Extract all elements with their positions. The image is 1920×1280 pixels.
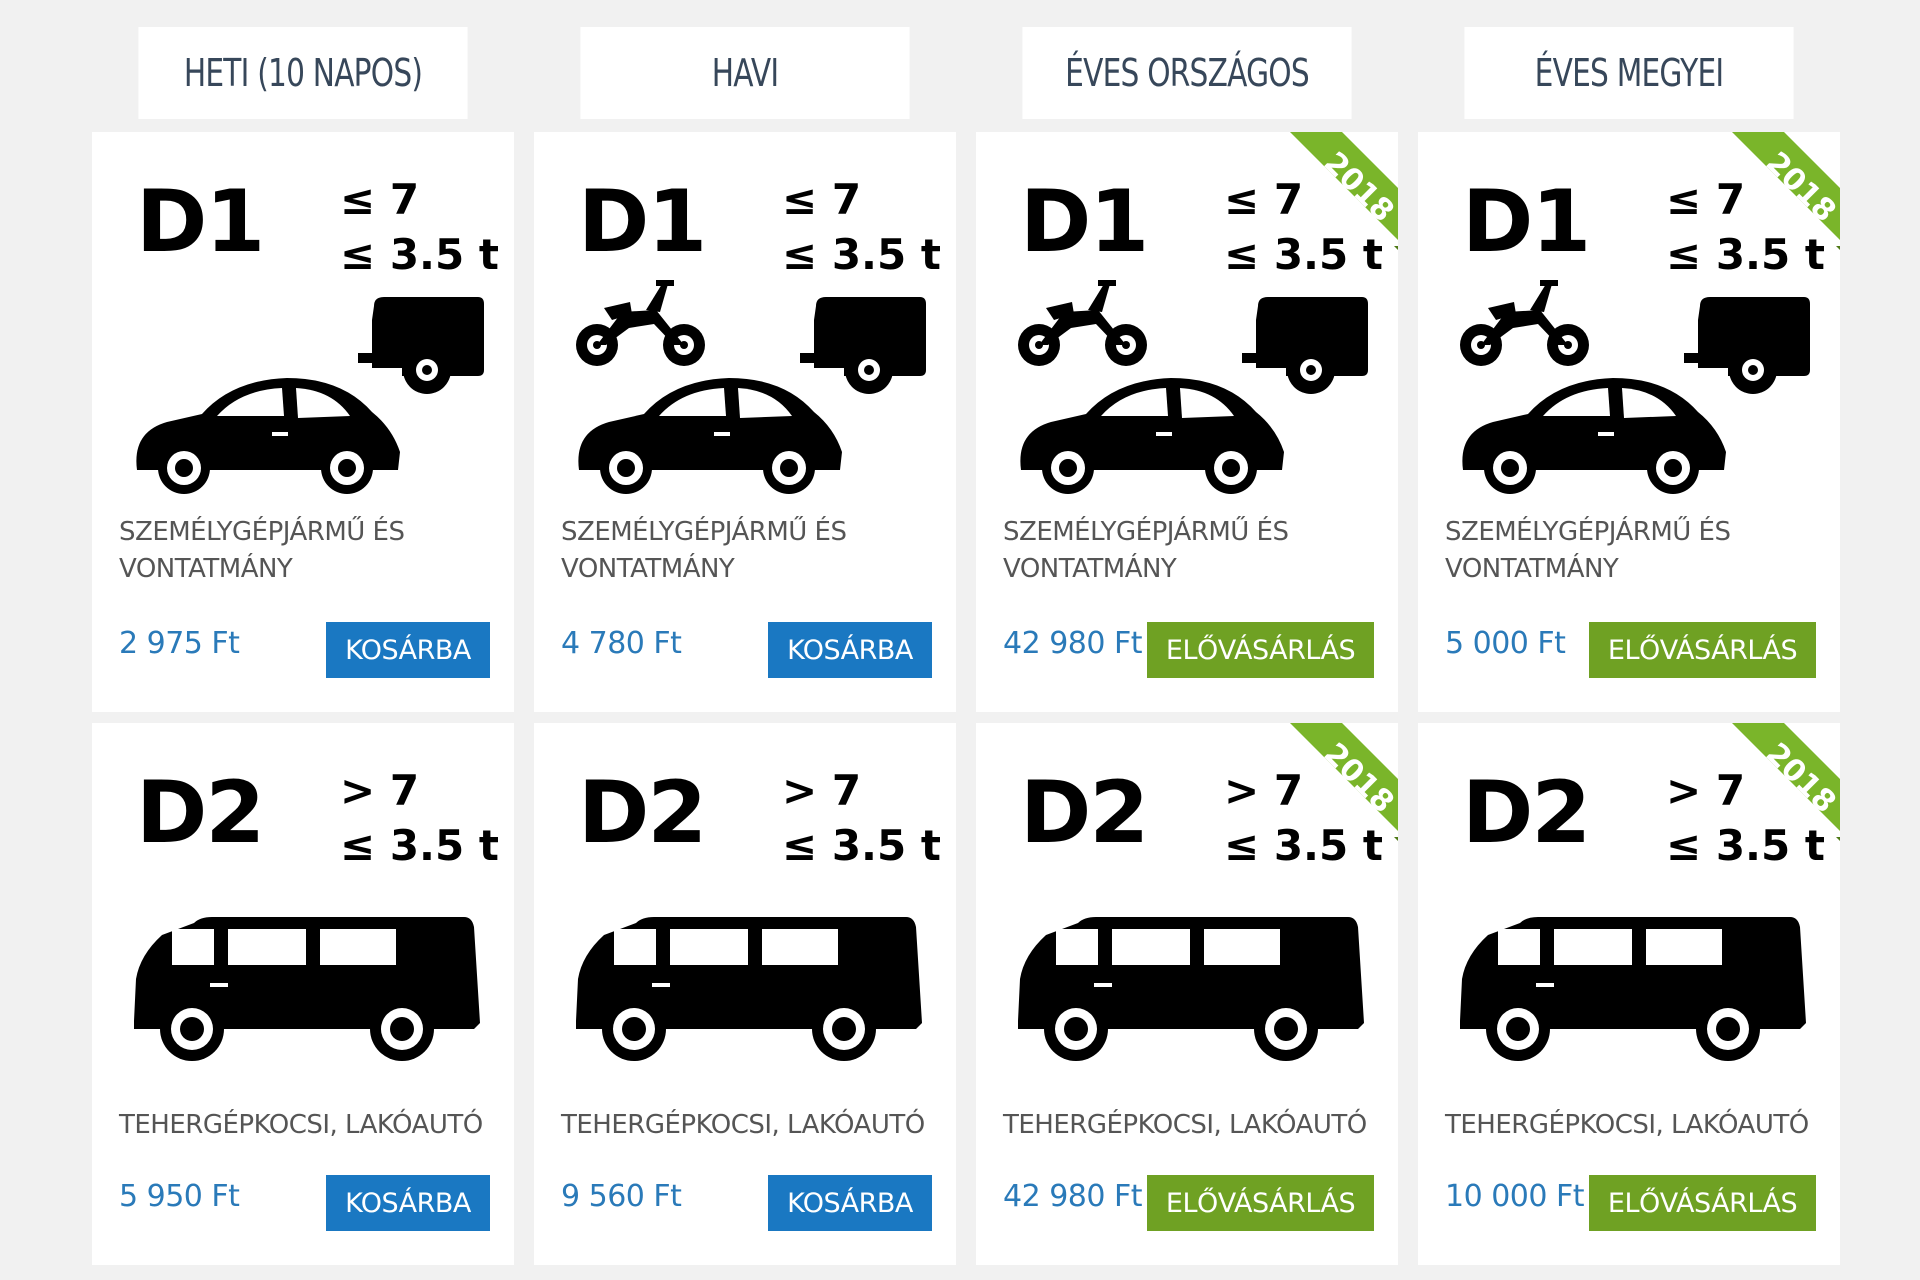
car-icon xyxy=(1462,378,1726,494)
category-code: D2 xyxy=(578,763,707,863)
column-header-weekly: HETI (10 NAPOS) xyxy=(138,27,468,119)
weight-limit: ≤ 3.5 t xyxy=(340,821,499,870)
add-to-cart-button[interactable]: KOSÁRBA xyxy=(768,622,932,678)
van-icon xyxy=(134,917,480,1061)
category-spec: ≤ 7 ≤ 3.5 t xyxy=(782,172,941,282)
add-to-cart-button[interactable]: KOSÁRBA xyxy=(768,1175,932,1231)
product-card-d1-monthly: D1 ≤ 7 ≤ 3.5 t xyxy=(534,132,956,712)
category-code: D2 xyxy=(136,763,265,863)
car-motorbike-trailer-icon xyxy=(1460,280,1810,494)
trailer-icon xyxy=(358,297,484,394)
preorder-button[interactable]: ELŐVÁSÁRLÁS xyxy=(1589,622,1816,678)
price: 4 780 Ft xyxy=(561,626,682,661)
category-spec: > 7 ≤ 3.5 t xyxy=(1224,763,1383,873)
preorder-button[interactable]: ELŐVÁSÁRLÁS xyxy=(1147,1175,1374,1231)
category-description: SZEMÉLYGÉPJÁRMŰ ÉS VONTATMÁNY xyxy=(1003,517,1289,584)
seat-limit: ≤ 7 xyxy=(1666,175,1746,224)
category-code: D2 xyxy=(1020,763,1149,863)
van-icon xyxy=(1018,917,1364,1061)
weight-limit: ≤ 3.5 t xyxy=(1666,230,1825,279)
category-spec: > 7 ≤ 3.5 t xyxy=(1666,763,1825,873)
weight-limit: ≤ 3.5 t xyxy=(340,230,499,279)
seat-limit: > 7 xyxy=(340,766,420,815)
preorder-button[interactable]: ELŐVÁSÁRLÁS xyxy=(1147,622,1374,678)
motorbike-icon xyxy=(1460,280,1589,366)
seat-limit: > 7 xyxy=(1666,766,1746,815)
product-card-d2-yearly-national: D2 > 7 ≤ 3.5 t 2018 TEHERGÉPKOCSI, LAKÓA… xyxy=(976,723,1398,1265)
car-icon xyxy=(136,378,400,494)
category-description: TEHERGÉPKOCSI, LAKÓAUTÓ xyxy=(1445,1110,1809,1140)
category-spec: ≤ 7 ≤ 3.5 t xyxy=(1666,172,1825,282)
year-ribbon: 2018 xyxy=(1732,723,1840,841)
category-code: D2 xyxy=(1462,763,1591,863)
product-card-d2-yearly-county: D2 > 7 ≤ 3.5 t 2018 TEHERGÉPKOCSI, LAKÓA… xyxy=(1418,723,1840,1265)
trailer-icon xyxy=(1684,297,1810,394)
product-card-d1-weekly: D1 ≤ 7 ≤ 3.5 t SZEMÉLYGÉPJÁRMŰ ÉS VONTAT… xyxy=(92,132,514,712)
add-to-cart-button[interactable]: KOSÁRBA xyxy=(326,622,490,678)
weight-limit: ≤ 3.5 t xyxy=(782,230,941,279)
car-trailer-icon xyxy=(136,297,484,494)
year-ribbon: 2018 xyxy=(1732,132,1840,250)
seat-limit: > 7 xyxy=(1224,766,1304,815)
category-spec: > 7 ≤ 3.5 t xyxy=(782,763,941,873)
price: 5 950 Ft xyxy=(119,1179,240,1214)
year-ribbon: 2018 xyxy=(1290,132,1398,250)
car-motorbike-trailer-icon xyxy=(1018,280,1368,494)
category-description: TEHERGÉPKOCSI, LAKÓAUTÓ xyxy=(561,1110,925,1140)
price: 9 560 Ft xyxy=(561,1179,682,1214)
product-card-d1-yearly-national: D1 ≤ 7 ≤ 3.5 t xyxy=(976,132,1398,712)
add-to-cart-button[interactable]: KOSÁRBA xyxy=(326,1175,490,1231)
motorbike-icon xyxy=(576,280,705,366)
weight-limit: ≤ 3.5 t xyxy=(1666,821,1825,870)
category-description: TEHERGÉPKOCSI, LAKÓAUTÓ xyxy=(1003,1110,1367,1140)
trailer-icon xyxy=(800,297,926,394)
motorbike-icon xyxy=(1018,280,1147,366)
car-motorbike-trailer-icon xyxy=(576,280,926,494)
product-card-d2-weekly: D2 > 7 ≤ 3.5 t TEHERGÉPKOCSI, LAKÓAUTÓ 5… xyxy=(92,723,514,1265)
category-code: D1 xyxy=(1462,172,1591,272)
price: 42 980 Ft xyxy=(1003,1179,1143,1214)
category-code: D1 xyxy=(578,172,707,272)
car-icon xyxy=(1020,378,1284,494)
seat-limit: ≤ 7 xyxy=(1224,175,1304,224)
trailer-icon xyxy=(1242,297,1368,394)
seat-limit: > 7 xyxy=(782,766,862,815)
category-code: D1 xyxy=(136,172,265,272)
seat-limit: ≤ 7 xyxy=(340,175,420,224)
category-spec: > 7 ≤ 3.5 t xyxy=(340,763,499,873)
price: 5 000 Ft xyxy=(1445,626,1566,661)
product-card-d1-yearly-county: D1 ≤ 7 ≤ 3.5 t xyxy=(1418,132,1840,712)
year-ribbon: 2018 xyxy=(1290,723,1398,841)
category-spec: ≤ 7 ≤ 3.5 t xyxy=(1224,172,1383,282)
column-header-monthly: HAVI xyxy=(580,27,910,119)
category-code: D1 xyxy=(1020,172,1149,272)
column-header-yearly-county: ÉVES MEGYEI xyxy=(1464,27,1794,119)
category-description: TEHERGÉPKOCSI, LAKÓAUTÓ xyxy=(119,1110,483,1140)
price: 10 000 Ft xyxy=(1445,1179,1585,1214)
weight-limit: ≤ 3.5 t xyxy=(1224,821,1383,870)
product-card-d2-monthly: D2 > 7 ≤ 3.5 t TEHERGÉPKOCSI, LAKÓAUTÓ 9… xyxy=(534,723,956,1265)
car-icon xyxy=(578,378,842,494)
category-spec: ≤ 7 ≤ 3.5 t xyxy=(340,172,499,282)
price: 42 980 Ft xyxy=(1003,626,1143,661)
price: 2 975 Ft xyxy=(119,626,240,661)
category-description: SZEMÉLYGÉPJÁRMŰ ÉS VONTATMÁNY xyxy=(119,517,405,584)
category-description: SZEMÉLYGÉPJÁRMŰ ÉS VONTATMÁNY xyxy=(561,517,847,584)
seat-limit: ≤ 7 xyxy=(782,175,862,224)
weight-limit: ≤ 3.5 t xyxy=(1224,230,1383,279)
weight-limit: ≤ 3.5 t xyxy=(782,821,941,870)
van-icon xyxy=(1460,917,1806,1061)
van-icon xyxy=(576,917,922,1061)
category-description: SZEMÉLYGÉPJÁRMŰ ÉS VONTATMÁNY xyxy=(1445,517,1731,584)
preorder-button[interactable]: ELŐVÁSÁRLÁS xyxy=(1589,1175,1816,1231)
column-header-yearly-national: ÉVES ORSZÁGOS xyxy=(1022,27,1352,119)
